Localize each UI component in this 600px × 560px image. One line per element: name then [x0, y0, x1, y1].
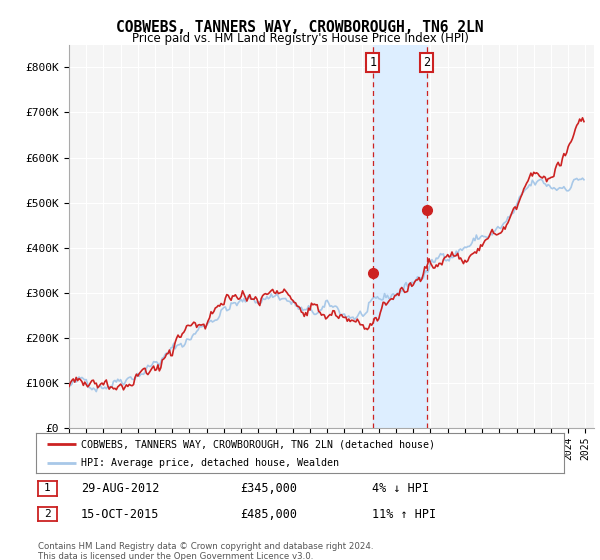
Text: 1: 1: [370, 55, 377, 68]
Text: Price paid vs. HM Land Registry's House Price Index (HPI): Price paid vs. HM Land Registry's House …: [131, 32, 469, 45]
Text: HPI: Average price, detached house, Wealden: HPI: Average price, detached house, Weal…: [81, 458, 339, 468]
Text: £485,000: £485,000: [240, 507, 297, 521]
Text: COBWEBS, TANNERS WAY, CROWBOROUGH, TN6 2LN: COBWEBS, TANNERS WAY, CROWBOROUGH, TN6 2…: [116, 20, 484, 35]
Text: 29-AUG-2012: 29-AUG-2012: [81, 482, 160, 495]
Text: 15-OCT-2015: 15-OCT-2015: [81, 507, 160, 521]
Text: 1: 1: [44, 483, 51, 493]
Text: £345,000: £345,000: [240, 482, 297, 495]
Text: 2: 2: [44, 509, 51, 519]
Text: COBWEBS, TANNERS WAY, CROWBOROUGH, TN6 2LN (detached house): COBWEBS, TANNERS WAY, CROWBOROUGH, TN6 2…: [81, 439, 435, 449]
Text: 2: 2: [423, 55, 430, 68]
Bar: [373, 45, 427, 428]
Text: Contains HM Land Registry data © Crown copyright and database right 2024.
This d: Contains HM Land Registry data © Crown c…: [38, 542, 373, 560]
Text: 4% ↓ HPI: 4% ↓ HPI: [372, 482, 429, 495]
Text: 11% ↑ HPI: 11% ↑ HPI: [372, 507, 436, 521]
